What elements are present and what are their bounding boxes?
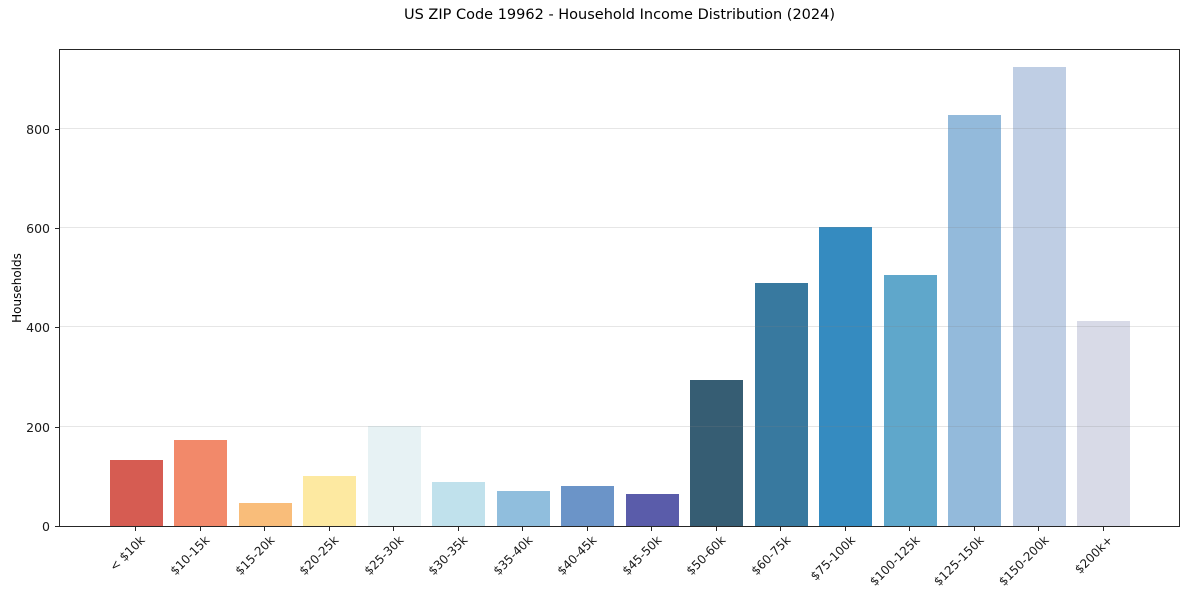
bar-9 [625, 493, 679, 526]
gridline-600 [60, 227, 1179, 229]
x-tick-mark [522, 527, 524, 531]
bar-1 [109, 459, 163, 526]
x-tick-mark [1038, 527, 1040, 531]
x-tick-mark [973, 527, 975, 531]
x-tick-mark [586, 527, 588, 531]
bar-3 [238, 503, 292, 526]
x-tick-mark [780, 527, 782, 531]
bar-4 [303, 475, 357, 526]
gridline-200 [60, 425, 1179, 427]
gridline-800 [60, 127, 1179, 129]
x-tick-label-6: $30-35k [425, 533, 471, 578]
bar-11 [754, 282, 808, 526]
y-tick-label-0: 0 [42, 519, 50, 534]
bar-15 [1012, 66, 1066, 526]
x-tick-mark [457, 527, 459, 531]
y-tick-mark [55, 327, 59, 329]
bar-5 [367, 425, 421, 526]
x-tick-mark [844, 527, 846, 531]
x-tick-label-15: $150-200k [995, 533, 1052, 589]
y-tick-label-600: 600 [26, 221, 50, 237]
y-axis-label: Households [10, 253, 24, 323]
x-tick-mark [1102, 527, 1104, 531]
gridline-400 [60, 326, 1179, 328]
plot-area [59, 49, 1180, 527]
x-tick-mark [715, 527, 717, 531]
bar-2 [174, 439, 228, 526]
bar-7 [496, 491, 550, 526]
y-tick-label-400: 400 [26, 320, 50, 336]
x-tick-label-11: $60-75k [748, 533, 794, 578]
y-tick-mark [55, 426, 59, 428]
y-tick-mark [55, 128, 59, 130]
x-tick-mark [909, 527, 911, 531]
x-tick-label-2: $10-15k [167, 533, 213, 578]
x-tick-label-3: $15-20k [232, 533, 277, 578]
bar-13 [883, 275, 937, 526]
y-tick-label-200: 200 [26, 419, 50, 435]
bar-14 [948, 114, 1002, 526]
x-tick-mark [393, 527, 395, 531]
x-tick-label-12: $75-100k [807, 533, 858, 584]
x-tick-label-10: $50-60k [683, 533, 729, 578]
x-tick-label-5: $25-30k [361, 533, 407, 578]
x-tick-mark [135, 527, 136, 531]
x-tick-label-16: $200k+ [1072, 533, 1116, 577]
x-tick-label-8: $40-45k [554, 533, 600, 578]
x-tick-mark [651, 527, 653, 531]
y-tick-mark [55, 228, 59, 230]
x-tick-mark [264, 527, 266, 531]
x-tick-mark [199, 527, 201, 531]
bar-10 [690, 379, 744, 526]
bar-12 [819, 226, 873, 526]
bar-6 [432, 482, 486, 526]
bar-8 [561, 485, 615, 526]
bar-16 [1077, 320, 1131, 526]
y-tick-mark [55, 526, 59, 527]
x-tick-label-7: $35-40k [490, 533, 536, 578]
x-tick-label-13: $100-125k [866, 533, 923, 589]
x-tick-mark [328, 527, 330, 531]
x-tick-label-4: $20-25k [296, 533, 342, 578]
x-tick-label-9: $45-50k [619, 533, 665, 578]
chart-title: US ZIP Code 19962 - Household Income Dis… [403, 7, 836, 23]
y-tick-label-800: 800 [26, 121, 50, 137]
x-tick-label-14: $125-150k [931, 533, 987, 589]
x-tick-label-1: < $10k [107, 533, 148, 574]
